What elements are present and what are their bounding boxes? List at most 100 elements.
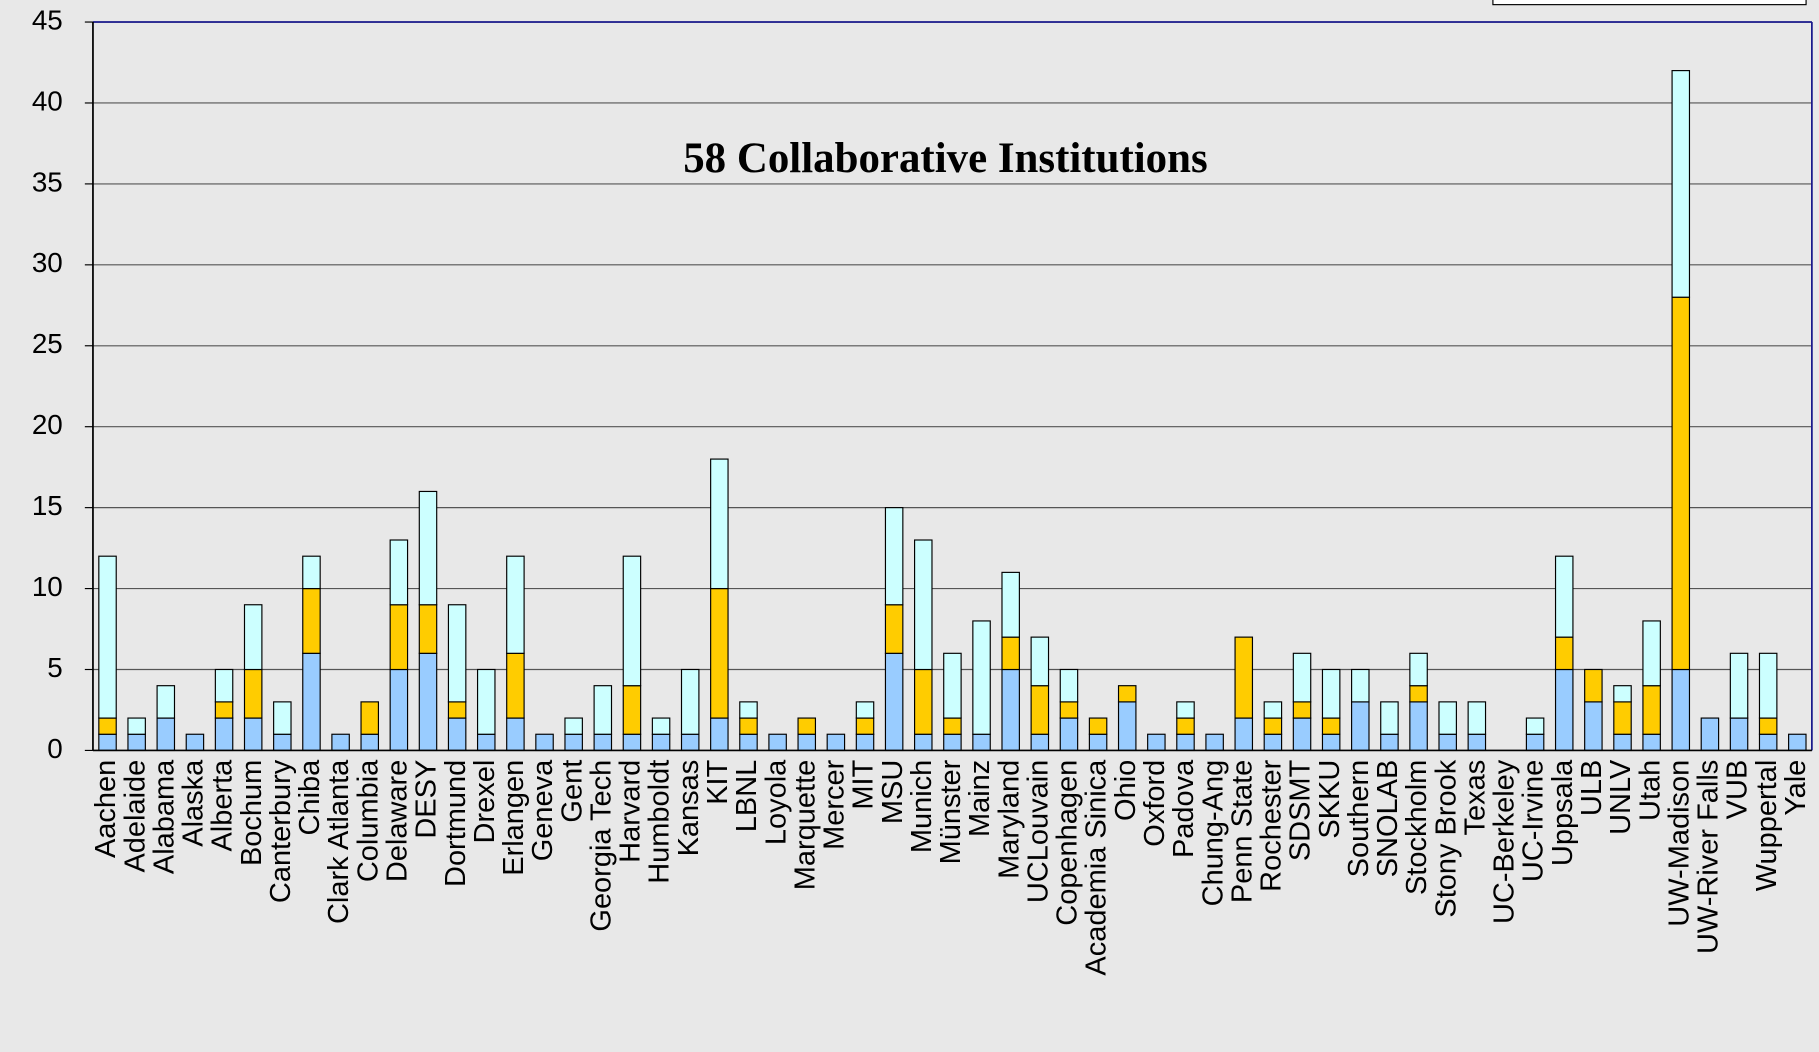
bar-segment (622, 733, 642, 752)
bar-segment (1671, 668, 1691, 752)
bar-segment (1758, 717, 1778, 735)
bar-segment (1234, 717, 1254, 752)
y-tick-label: 15 (32, 490, 63, 521)
bar-segment (506, 652, 525, 719)
bar-segment (1642, 620, 1661, 687)
bar-segment (1292, 652, 1312, 703)
bar-segment (1351, 668, 1370, 703)
bar-segment (447, 717, 467, 752)
bar-segment (1613, 685, 1632, 703)
x-tick-label: SKKU (1314, 760, 1346, 839)
bar-segment (506, 555, 525, 654)
bar-segment (389, 604, 409, 671)
bar-segment (1001, 571, 1020, 638)
x-tick-label: Columbia (352, 759, 384, 882)
bar-segment (884, 507, 904, 606)
bar-segment (389, 668, 409, 752)
x-tick-label: UCLouvain (1022, 760, 1054, 903)
bar-segment (1788, 733, 1807, 752)
bar-segment (1584, 668, 1603, 703)
bar-segment (418, 652, 438, 752)
x-tick-label: Chiba (294, 759, 326, 836)
x-tick-label: Alaska (178, 759, 210, 847)
x-tick-label: Maryland (993, 760, 1025, 879)
bar-segment (1758, 733, 1778, 752)
bar-segment (914, 668, 933, 735)
bar-segment (914, 733, 933, 752)
bar-segment (243, 717, 263, 752)
y-tick-label: 35 (32, 166, 63, 197)
bar-segment (1351, 701, 1370, 752)
bar-segment (418, 490, 438, 606)
x-tick-label: Canterbury (265, 759, 297, 903)
bar-segment (389, 539, 409, 606)
bar-segment (680, 733, 700, 752)
bar-segment (1758, 652, 1778, 719)
chart-title: 58 Collaborative Institutions (683, 135, 1207, 182)
bar-segment (1030, 685, 1050, 735)
x-tick-label: Kansas (673, 760, 705, 857)
y-tick-label: 40 (32, 85, 63, 116)
bar-segment (1088, 733, 1108, 752)
bar-segment (564, 717, 583, 735)
x-tick-label: Wuppertal (1751, 760, 1783, 892)
x-tick-label: Padova (1168, 759, 1200, 858)
x-tick-label: Bochum (236, 760, 268, 866)
x-tick-label: Stony Brook (1430, 759, 1462, 917)
x-tick-label: Clark Atlanta (323, 759, 355, 924)
bar-segment (156, 717, 176, 752)
x-tick-label: Texas (1459, 760, 1491, 836)
x-tick-label: UW-Madison (1663, 760, 1695, 927)
bar-segment (1321, 717, 1341, 735)
y-tick-label: 25 (32, 328, 63, 359)
bar-segment (1525, 733, 1545, 752)
x-tick-label: SNOLAB (1372, 760, 1404, 878)
x-tick-label: Oxford (1139, 760, 1171, 847)
bar-segment (1321, 733, 1341, 752)
bar-segment (1438, 701, 1457, 735)
bar-segment (273, 701, 292, 735)
bar-segment (1409, 652, 1428, 687)
bar-segment (1147, 733, 1166, 752)
bar-segment (1059, 668, 1079, 703)
bar-segment (1467, 701, 1487, 735)
bar-segment (1030, 636, 1050, 687)
bar-segment (1554, 668, 1574, 752)
bar-segment (214, 701, 234, 719)
x-tick-label: UNLV (1605, 759, 1637, 835)
bar-segment (1438, 733, 1457, 752)
bar-segment (1292, 717, 1312, 752)
y-tick-label: 5 (47, 652, 62, 683)
bar-segment (447, 604, 467, 703)
bar-segment (1584, 701, 1603, 752)
bar-segment (739, 733, 758, 752)
x-tick-label: Drexel (469, 760, 501, 844)
bar-segment (98, 733, 117, 752)
bar-segment (1117, 685, 1137, 703)
x-tick-label: Southern (1343, 760, 1375, 878)
x-tick-label: Delaware (382, 760, 414, 882)
bar-segment (1059, 717, 1079, 752)
bar-segment (1467, 733, 1487, 752)
bar-segment (1642, 733, 1661, 752)
bar-segment (593, 685, 613, 735)
bar-segment (302, 587, 321, 654)
x-tick-label: UC-Berkeley (1489, 759, 1521, 924)
bar-segment (1059, 701, 1079, 719)
x-tick-label: Penn State (1226, 760, 1258, 903)
x-tick-label: Aachen (90, 760, 122, 858)
bar-segment (739, 717, 758, 735)
bar-segment (1205, 733, 1224, 752)
bar-segment (943, 652, 962, 719)
x-tick-label: ULB (1576, 760, 1608, 816)
bar-segment (127, 717, 146, 735)
bar-segment (884, 652, 904, 752)
bar-segment (797, 733, 817, 752)
y-tick-label: 10 (32, 571, 63, 602)
bar-segment (535, 733, 554, 752)
x-tick-label: Academia Sinica (1081, 759, 1113, 976)
bar-segment (680, 668, 700, 735)
bar-segment (710, 717, 729, 752)
